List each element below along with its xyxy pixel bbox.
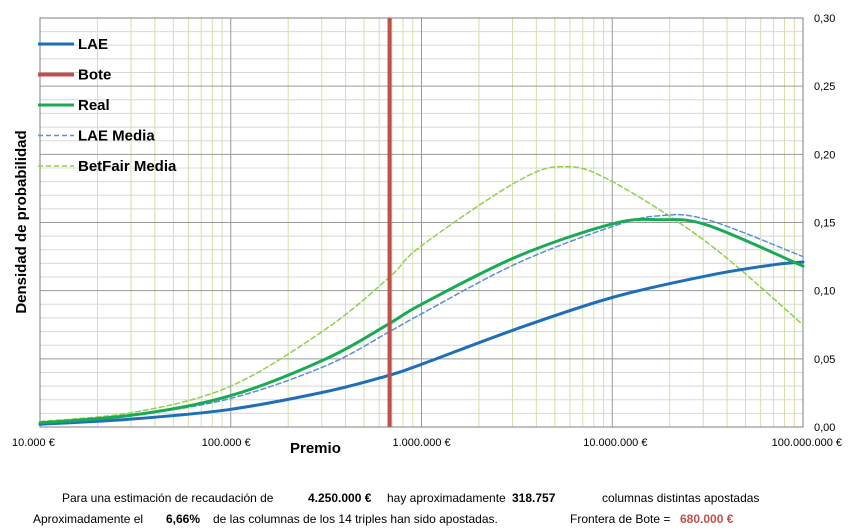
y-tick-label: 0,30 (814, 13, 835, 25)
series-real-line (38, 217, 805, 425)
y-tick-label: 0,20 (814, 149, 835, 161)
x-tick-label: 10.000 € (12, 437, 55, 449)
y-tick-label: 0,25 (814, 81, 835, 93)
series-betfair-media-line (39, 165, 804, 423)
legend-lae-media-label: LAE Media (78, 128, 155, 145)
frontera-label: Frontera de Bote = (570, 512, 671, 526)
footer-line2-mid: de las columnas de los 14 triples han si… (213, 512, 498, 526)
legend-betfair-media-label: BetFair Media (78, 158, 177, 175)
plot-area-border (39, 17, 804, 428)
x-tick-label: 1.000.000 € (393, 437, 451, 449)
y-axis-title: Densidad de probabilidad (13, 130, 30, 313)
columnas-value: 318.757 (512, 491, 556, 505)
frontera-value: 680.000 € (680, 512, 734, 526)
x-tick-label: 10.000.000 € (583, 437, 647, 449)
y-tick-label: 0,10 (814, 286, 835, 298)
footer-line2-prefix: Aproximadamente el (33, 512, 144, 526)
footer: Para una estimación de recaudación de 4.… (0, 489, 855, 529)
series-lae-media-line (39, 213, 804, 424)
series-layer (38, 18, 805, 427)
footer-line1-suffix: columnas distintas apostadas (602, 491, 760, 505)
plot-border (39, 17, 804, 428)
chart: 10.000 € 100.000 € 1.000.000 € 10.000.000 €… (12, 13, 842, 457)
y-axis-ticks: 0,00 0,05 0,10 0,15 0,20 0,25 0,30 (814, 13, 835, 434)
legend-lae-label: LAE (78, 36, 108, 53)
recaudacion-value: 4.250.000 € (308, 491, 372, 505)
x-axis-ticks: 10.000 € 100.000 € 1.000.000 € 10.000.000 €… (12, 437, 842, 449)
chart-grid (39, 17, 804, 428)
y-tick-label: 0,05 (814, 354, 835, 366)
x-tick-label: 100.000.000 € (772, 437, 842, 449)
footer-line1-prefix: Para una estimación de recaudación de (62, 491, 274, 505)
y-tick-label: 0,00 (814, 422, 835, 434)
y-tick-label: 0,15 (814, 218, 835, 230)
legend: LAE Bote Real LAE Media BetFair Media (38, 36, 177, 175)
legend-bote-label: Bote (78, 67, 111, 84)
legend-real-label: Real (78, 97, 110, 114)
x-axis-title: Premio (290, 440, 341, 457)
series-lae-line (38, 260, 805, 426)
x-tick-label: 100.000 € (202, 437, 251, 449)
porcentaje-value: 6,66% (166, 512, 201, 526)
footer-line1-mid: hay aproximadamente (387, 491, 506, 505)
